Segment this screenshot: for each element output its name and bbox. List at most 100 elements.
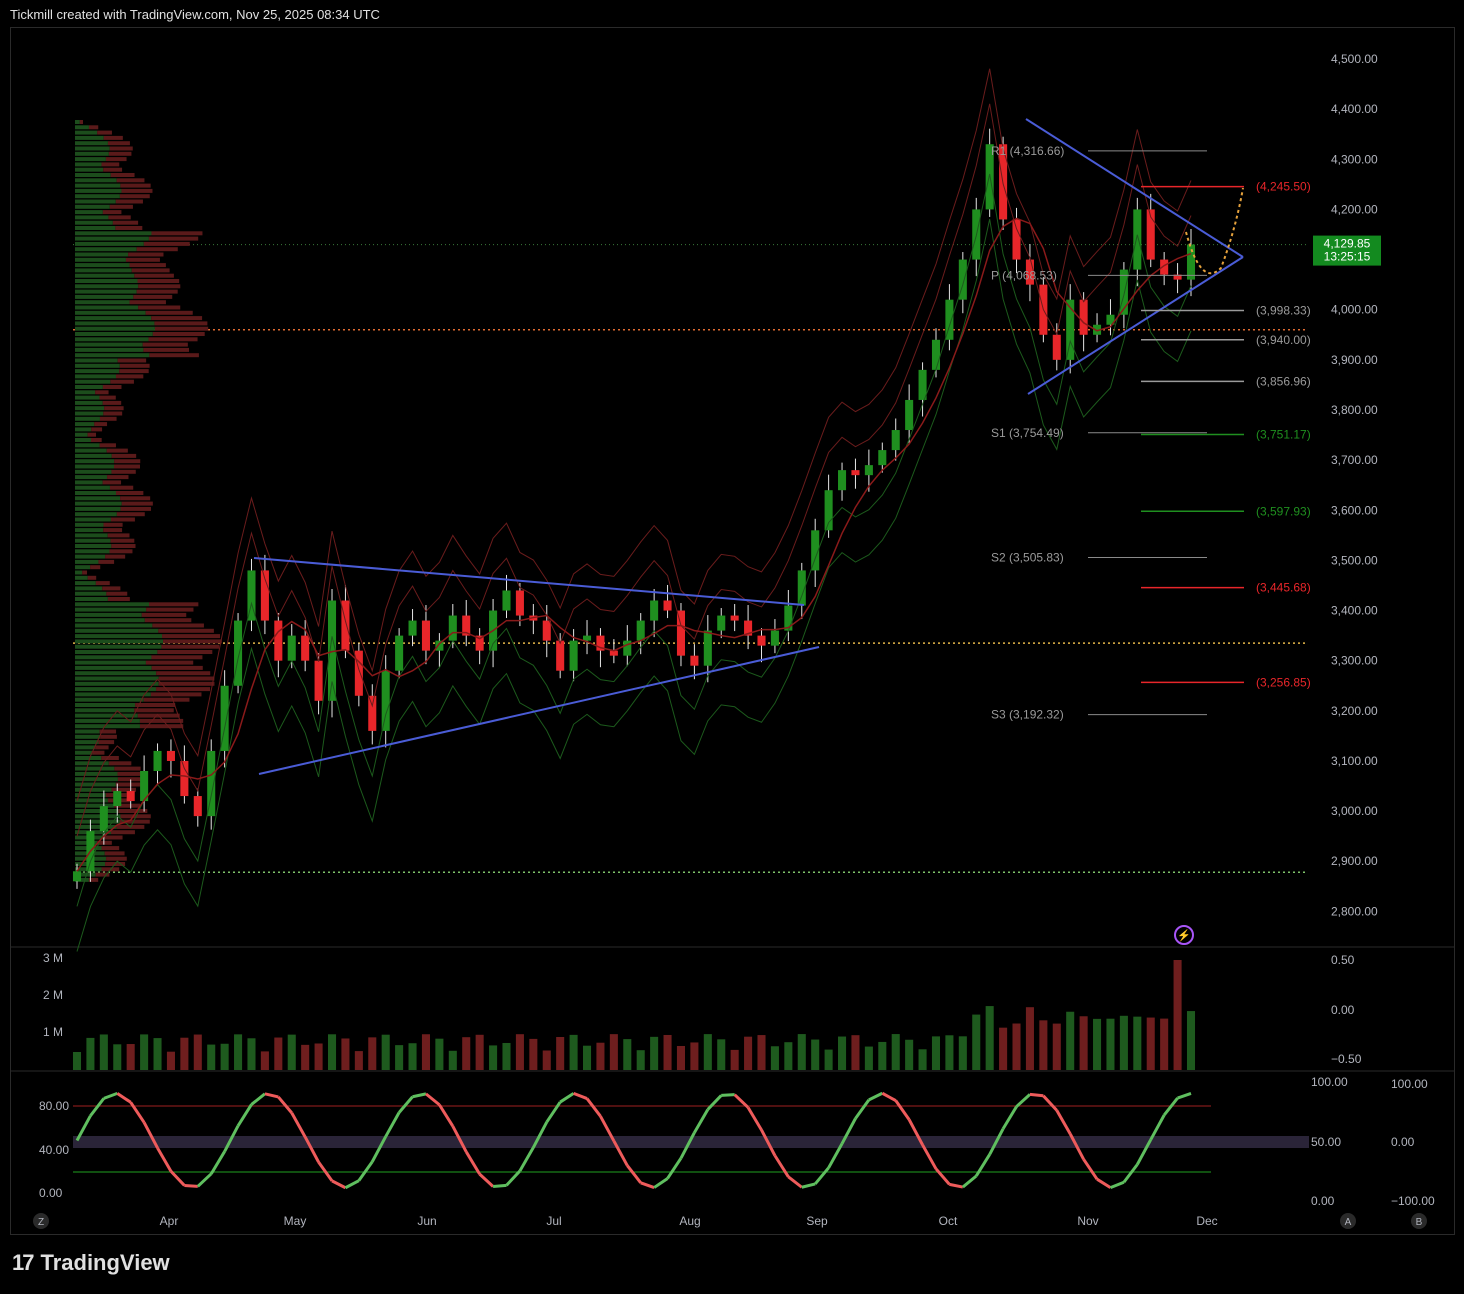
volume-profile-bar xyxy=(75,464,114,469)
price-axis-label: 3,400.00 xyxy=(1331,604,1378,618)
volume-profile-bar xyxy=(95,581,110,586)
volume-bar xyxy=(636,1050,645,1070)
volume-profile-bar xyxy=(75,793,106,798)
volume-profile-bar xyxy=(75,517,111,522)
volume-profile-bar xyxy=(75,215,109,220)
volume-profile-bar xyxy=(143,241,190,246)
volume-bar xyxy=(918,1049,927,1070)
volume-profile-bar xyxy=(104,406,124,411)
volume-bar xyxy=(1039,1020,1048,1070)
volume-profile-bar xyxy=(75,453,112,458)
oscillator-line-segment xyxy=(801,1182,816,1189)
price-axis-label: 4,200.00 xyxy=(1331,202,1378,216)
pivot-level-label: S3 (3,192.32) xyxy=(991,708,1064,722)
volume-profile-bar xyxy=(111,469,136,474)
volume-profile-bar xyxy=(133,294,173,299)
volume-bar xyxy=(1160,1018,1169,1070)
volume-profile-bar xyxy=(75,824,117,829)
volume-profile-bar xyxy=(114,803,141,808)
candle-body xyxy=(274,620,283,661)
volume-profile-bar xyxy=(75,528,104,533)
volume-profile-bar xyxy=(120,506,151,511)
volume-profile-bar xyxy=(75,724,140,729)
chart-svg[interactable]: 4,500.004,400.004,300.004,200.004,100.00… xyxy=(11,28,1454,1234)
volume-profile-bar xyxy=(98,740,115,745)
volume-bar xyxy=(1093,1018,1102,1070)
price-axis-label: 3,500.00 xyxy=(1331,553,1378,567)
volume-profile-bar xyxy=(145,660,194,665)
osc-axis-right-label: 50.00 xyxy=(1311,1135,1341,1149)
candle-body xyxy=(623,640,632,656)
oscillator-line-segment xyxy=(290,1112,307,1138)
candle-body xyxy=(596,635,605,651)
volume-profile-bar xyxy=(75,522,104,527)
volume-profile-bar xyxy=(75,819,120,824)
volume-bar xyxy=(985,1006,994,1070)
candle-body xyxy=(650,600,659,621)
oscillator-line-segment xyxy=(156,1147,173,1172)
oscillator-line-segment xyxy=(1015,1093,1031,1108)
candle-body xyxy=(207,750,216,817)
trendline-lower-1 xyxy=(258,646,820,775)
candle-body xyxy=(784,605,793,631)
price-axis-label: 3,700.00 xyxy=(1331,453,1378,467)
oscillator-line-segment xyxy=(1068,1133,1085,1161)
price-axis-label: 3,000.00 xyxy=(1331,804,1378,818)
volume-profile-bar xyxy=(114,459,141,464)
volume-profile-bar xyxy=(75,628,159,633)
volume-profile-bar xyxy=(75,448,107,453)
volume-profile-bar xyxy=(106,448,128,453)
volume-axis-label: 2 M xyxy=(43,988,63,1002)
volume-bar xyxy=(1146,1017,1155,1070)
volume-profile-bar xyxy=(75,268,132,273)
candle-body xyxy=(502,590,511,611)
oscillator-line-segment xyxy=(840,1117,857,1145)
osc-axis-right-label: 100.00 xyxy=(1391,1077,1428,1091)
oscillator-line-segment xyxy=(184,1183,198,1188)
volume-bar xyxy=(260,1051,269,1070)
volume-bar xyxy=(1106,1018,1115,1070)
volume-bar xyxy=(717,1039,726,1070)
time-axis-label: Apr xyxy=(160,1214,179,1228)
candle-body xyxy=(958,259,967,300)
volume-profile-bar xyxy=(103,167,123,172)
volume-profile-bar xyxy=(117,358,147,363)
volume-profile-bar xyxy=(75,809,119,813)
oscillator-line-segment xyxy=(653,1177,669,1189)
volume-profile-bar xyxy=(156,687,211,692)
price-axis-label: 3,600.00 xyxy=(1331,503,1378,517)
volume-bar xyxy=(972,1014,981,1070)
volume-profile-bar xyxy=(75,496,121,501)
candle-body xyxy=(72,871,82,882)
volume-profile-bar xyxy=(75,771,118,776)
volume-profile-bar xyxy=(114,766,141,771)
volume-profile-bar xyxy=(109,549,133,554)
candle-body xyxy=(556,640,565,671)
volume-profile-bar xyxy=(110,517,135,522)
volume-profile-bar xyxy=(75,369,120,374)
oscillator-line-segment xyxy=(397,1095,414,1114)
candle-body xyxy=(797,570,806,606)
volume-profile-bar xyxy=(103,411,123,416)
volume-bar xyxy=(730,1049,739,1070)
candle-body xyxy=(770,630,779,646)
volume-bar xyxy=(1173,960,1182,1070)
oscillator-line-segment xyxy=(666,1157,683,1180)
volume-profile-bar xyxy=(75,310,146,315)
volume-bar xyxy=(891,1034,900,1070)
volume-profile-bar xyxy=(141,612,187,617)
candle-body xyxy=(341,600,350,651)
volume-profile-bar xyxy=(75,581,96,586)
volume-profile-bar xyxy=(75,358,118,363)
last-price-countdown: 13:25:15 xyxy=(1324,250,1371,264)
volume-profile-bar xyxy=(152,332,205,336)
volume-bar xyxy=(770,1046,779,1070)
volume-profile-bar xyxy=(75,506,121,511)
volume-bar xyxy=(140,1034,149,1070)
oscillator-line-segment xyxy=(505,1169,522,1187)
oscillator-line-segment xyxy=(518,1146,535,1172)
volume-profile-bar xyxy=(75,575,88,580)
timezone-badge xyxy=(33,1213,49,1229)
osc-axis-label: 0.00 xyxy=(39,1186,63,1200)
volume-profile-bar xyxy=(75,294,134,299)
